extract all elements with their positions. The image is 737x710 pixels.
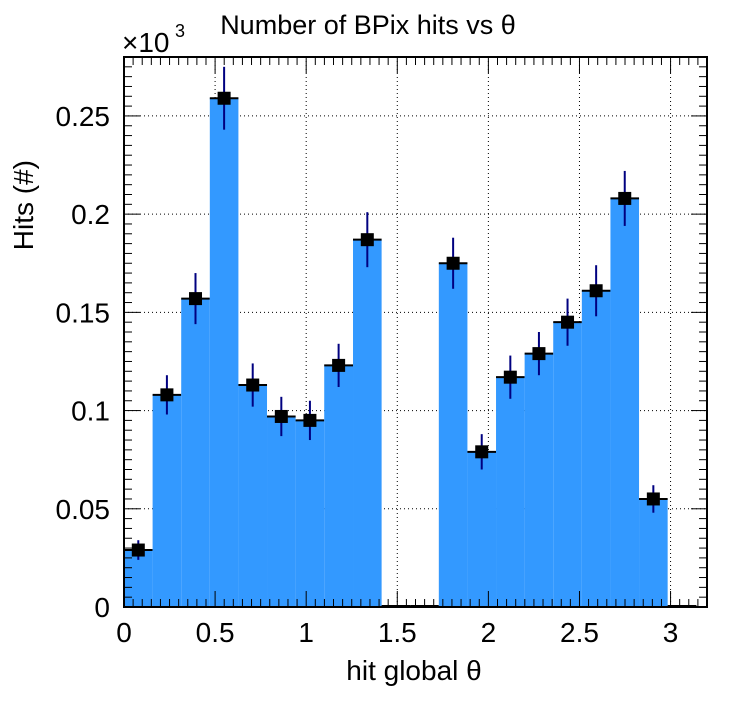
histogram-bar	[152, 394, 182, 607]
y-multiplier: ×10	[122, 27, 170, 58]
histogram-bars	[124, 97, 697, 607]
data-point-marker	[217, 91, 231, 105]
data-point-marker	[561, 315, 575, 329]
histogram-bar	[209, 98, 239, 607]
histogram-bar	[581, 290, 611, 607]
y-tick-label: 0	[94, 592, 110, 623]
histogram-bar	[181, 298, 210, 607]
data-point-marker	[274, 409, 288, 423]
y-axis-label: Hits (#)	[8, 160, 39, 250]
data-point-marker	[303, 413, 317, 427]
data-point-marker	[446, 256, 460, 270]
data-point-marker	[246, 378, 260, 392]
histogram-bar	[267, 416, 296, 607]
histogram-bar	[438, 263, 468, 607]
histogram-bar	[553, 322, 582, 607]
histogram-bar	[467, 451, 497, 607]
data-point-marker	[475, 445, 489, 459]
data-point-marker	[189, 292, 203, 306]
x-tick-label: 0	[116, 617, 132, 648]
y-tick-label: 0.05	[56, 494, 111, 525]
histogram-bar	[324, 365, 354, 607]
histogram-bar	[610, 198, 640, 607]
chart-title: Number of BPix hits vs θ	[220, 10, 516, 40]
data-point-marker	[532, 347, 546, 361]
data-point-marker	[503, 370, 517, 384]
histogram-bar	[295, 420, 325, 607]
y-tick-label: 0.25	[56, 101, 111, 132]
y-tick-label: 0.1	[71, 396, 110, 427]
data-point-marker	[618, 191, 632, 205]
histogram-bar	[639, 498, 668, 607]
histogram-bar	[238, 385, 268, 607]
x-axis-label: hit global θ	[346, 655, 481, 686]
data-point-marker	[332, 358, 346, 372]
y-tick-label: 0.15	[56, 297, 111, 328]
x-tick-label: 3	[663, 617, 679, 648]
data-point-marker	[646, 492, 660, 506]
y-multiplier-exponent: 3	[175, 21, 185, 41]
x-tick-label: 1.5	[378, 617, 417, 648]
data-point-marker	[360, 233, 374, 247]
data-point-marker	[131, 543, 145, 557]
y-tick-label: 0.2	[71, 199, 110, 230]
data-points	[131, 66, 660, 560]
x-tick-label: 2.5	[560, 617, 599, 648]
histogram-bar	[496, 377, 525, 607]
data-point-marker	[160, 388, 174, 402]
x-tick-label: 2	[481, 617, 497, 648]
x-tick-label: 1	[298, 617, 314, 648]
x-tick-label: 0.5	[196, 617, 235, 648]
data-point-marker	[589, 284, 603, 298]
histogram-bar	[524, 353, 554, 607]
axis-ticks: 0 0.5 1 1.5 2 2.5 3 0 0.05 0.1 0.15 0.2 0.25	[56, 56, 708, 648]
histogram-bar	[353, 239, 382, 607]
